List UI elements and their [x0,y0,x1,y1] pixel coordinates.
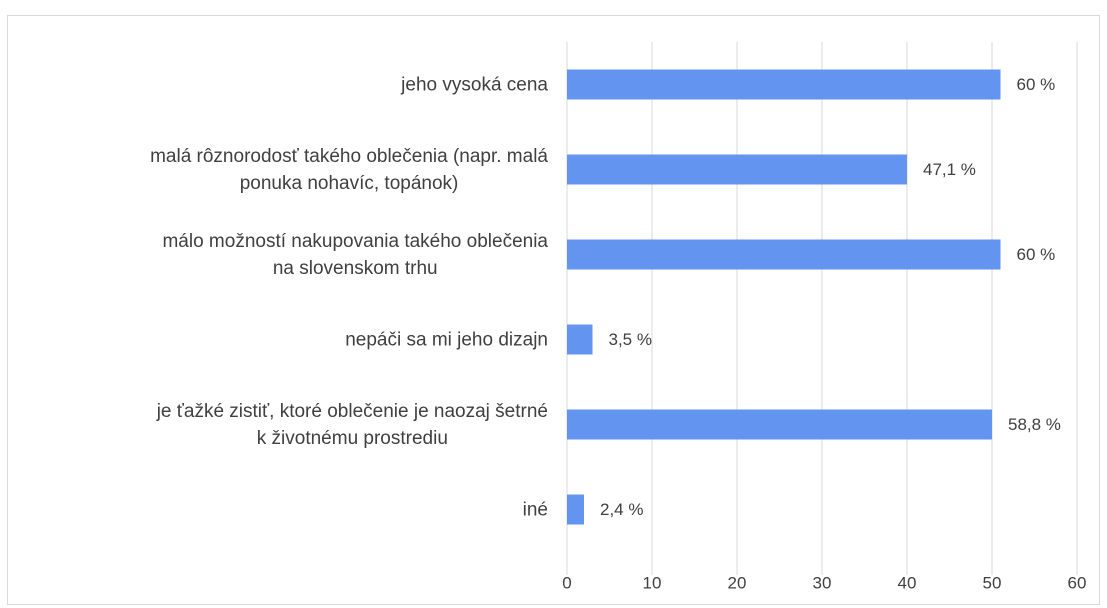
x-tick-label: 50 [983,573,1002,592]
bar [567,69,1001,100]
x-tick-label: 20 [728,573,747,592]
bar [567,154,907,185]
data-label: 60 % [1017,245,1056,264]
x-tick-label: 10 [643,573,662,592]
y-tick-label: jeho vysoká cena [401,74,548,95]
x-tick-label: 30 [813,573,832,592]
x-tick-label: 60 [1068,573,1087,592]
data-label: 58,8 % [1008,415,1061,434]
y-tick-label: malá rôznorodosť takého oblečenia (napr.… [150,145,548,194]
data-label: 60 % [1017,75,1056,94]
bar [567,494,584,525]
data-label: 47,1 % [923,160,976,179]
y-tick-label: málo možností nakupovania takého oblečen… [162,230,548,279]
bar [567,239,1001,270]
chart-border [7,15,1100,605]
y-tick-label: nepáči sa mi jeho dizajn [345,329,548,350]
data-label: 3,5 % [609,330,652,349]
x-tick-label: 40 [898,573,917,592]
y-tick-label: iné [522,499,548,520]
x-tick-label: 0 [562,573,571,592]
bar [567,324,593,355]
bar [567,409,992,440]
y-tick-label: je ťažké zistiť, ktoré oblečenie je naoz… [156,400,548,449]
data-label: 2,4 % [600,500,643,519]
